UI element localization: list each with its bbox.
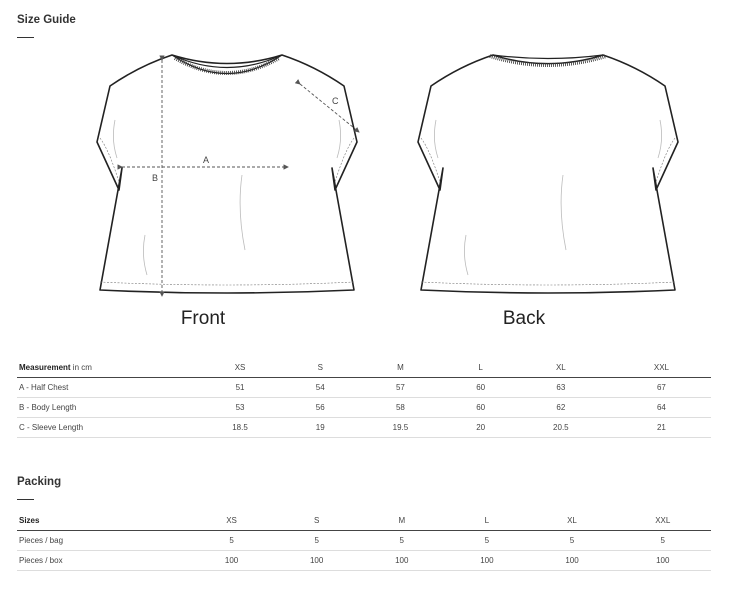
table-row: B - Body Length 53 56 58 60 62 64: [17, 398, 711, 418]
back-label: Back: [502, 308, 546, 329]
sizes-header: Sizes: [19, 516, 40, 525]
cell-value: 64: [656, 403, 666, 412]
measurement-lines: [117, 55, 360, 297]
cell-value: 100: [656, 556, 670, 565]
measure-c-label: C: [332, 96, 339, 106]
size-header: XL: [555, 363, 566, 372]
cell-value: 20: [476, 423, 486, 432]
size-header: M: [398, 516, 406, 525]
cell-value: 60: [476, 403, 486, 412]
cell-value: 19.5: [392, 423, 409, 432]
cell-value: 5: [399, 536, 404, 545]
cell-value: 100: [480, 556, 494, 565]
cell-value: 5: [314, 536, 319, 545]
row-label: Pieces / bag: [19, 536, 64, 545]
size-header: XXL: [655, 516, 671, 525]
row-label: C - Sleeve Length: [19, 423, 84, 432]
cell-value: 100: [309, 556, 324, 565]
packing-title: Packing: [17, 476, 62, 488]
size-header: XL: [567, 516, 577, 525]
measurement-header: Measurement: [19, 363, 71, 372]
size-header: L: [478, 363, 483, 372]
cell-value: 100: [224, 556, 239, 565]
row-label: A - Half Chest: [19, 383, 69, 392]
cell-value: 63: [556, 383, 566, 392]
size-header: XXL: [653, 363, 669, 372]
cell-value: 54: [315, 383, 325, 392]
cell-value: 100: [565, 556, 579, 565]
measurement-table: Measurement in cm XS S M L XL XXL A - Ha…: [17, 358, 711, 438]
cell-value: 58: [395, 403, 405, 412]
table-row: A - Half Chest 51 54 57 60 63 67: [17, 378, 711, 398]
cell-value: 5: [660, 536, 665, 545]
cell-value: 53: [235, 403, 245, 412]
cell-value: 56: [315, 403, 325, 412]
size-header: M: [397, 363, 404, 372]
cell-value: 57: [395, 383, 405, 392]
cell-value: 18.5: [232, 423, 248, 432]
cell-value: 5: [229, 536, 234, 545]
front-label: Front: [180, 308, 226, 329]
size-header: S: [317, 363, 323, 372]
size-header: XS: [234, 363, 246, 372]
table-row: Pieces / box 100 100 100 100 100 100: [17, 551, 711, 571]
packing-table: Sizes XS S M L XL XXL Pieces / bag 5 5 5 5 5 5…: [17, 511, 711, 571]
cell-value: 60: [476, 383, 486, 392]
tshirt-illustrations: A B C: [96, 54, 679, 297]
cell-value: 5: [484, 536, 490, 545]
cell-value: 20.5: [553, 423, 569, 432]
row-label: B - Body Length: [19, 403, 77, 412]
cell-value: 100: [395, 556, 409, 565]
table-row: C - Sleeve Length 18.5 19 19.5 20 20.5 21: [17, 418, 711, 438]
cell-value: 21: [656, 423, 666, 432]
measure-c-line: [294, 79, 360, 133]
size-guide-title: Size Guide: [17, 14, 76, 26]
cell-value: 19: [315, 423, 325, 432]
packing-underline: [17, 499, 34, 500]
row-label: Pieces / box: [19, 556, 63, 565]
cell-value: 51: [235, 383, 245, 392]
size-header: XS: [226, 516, 237, 525]
table-row: Pieces / bag 5 5 5 5 5 5: [17, 531, 711, 551]
cell-value: 62: [556, 403, 566, 412]
back-tshirt: [417, 54, 679, 294]
front-tshirt: [96, 54, 358, 294]
cell-value: 5: [569, 536, 575, 545]
unit-label: in cm: [70, 363, 92, 372]
size-header: S: [313, 516, 320, 525]
measure-a-label: A: [203, 155, 209, 165]
cell-value: 67: [656, 383, 666, 392]
measure-b-label: B: [152, 173, 158, 183]
size-header: L: [484, 516, 490, 525]
title-underline: [17, 37, 34, 38]
